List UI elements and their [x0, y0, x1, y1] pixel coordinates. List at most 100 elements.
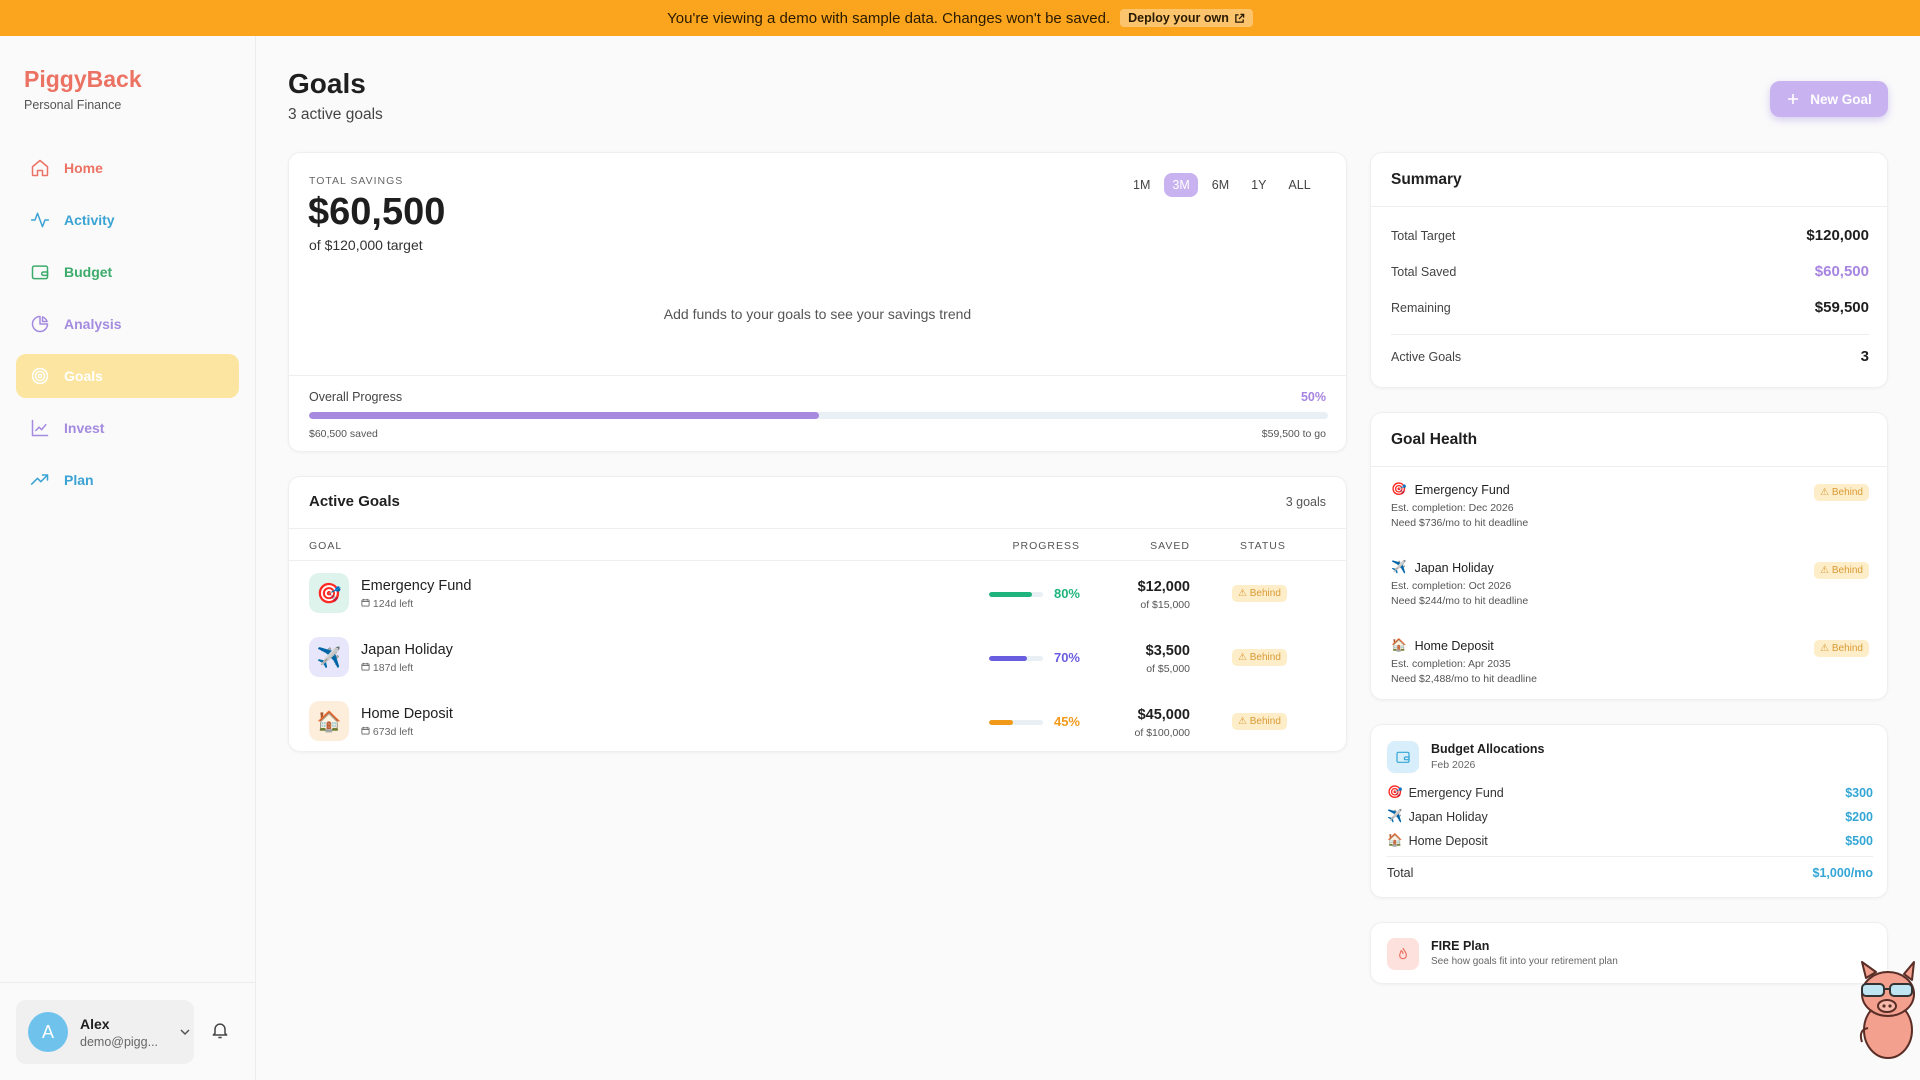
fire-plan-card[interactable]: FIRE Plan See how goals fit into your re…	[1370, 922, 1888, 984]
allocation-value: $300	[1845, 785, 1873, 800]
allocation-value: $200	[1845, 809, 1873, 824]
external-link-icon	[1235, 13, 1245, 23]
overall-progress: Overall Progress 50% $60,500 saved $59,5…	[289, 375, 1346, 453]
deploy-button[interactable]: Deploy your own	[1120, 9, 1253, 27]
health-need: Need $2,488/mo to hit deadline	[1391, 673, 1537, 685]
goal-health-card: Goal Health 🎯 Emergency Fund Est. complet…	[1370, 412, 1888, 700]
allocation-name: Emergency Fund	[1408, 785, 1504, 800]
goal-progress-fill	[989, 592, 1033, 597]
new-goal-button[interactable]: New Goal	[1770, 81, 1888, 117]
nav-item-plan[interactable]: Plan	[16, 458, 239, 502]
goal-target: of $15,000	[1140, 599, 1190, 611]
nav-item-goals[interactable]: Goals	[16, 354, 239, 398]
allocations-title: Budget Allocations	[1431, 742, 1545, 756]
user-info: Alex demo@pigg...	[80, 1016, 166, 1049]
overall-progress-fill	[309, 412, 819, 419]
overall-to-go-text: $59,500 to go	[1261, 428, 1326, 440]
summary-row-total-saved: Total Saved $60,500	[1391, 263, 1869, 280]
goal-name: Home Deposit	[361, 706, 453, 722]
demo-banner: You're viewing a demo with sample data. …	[0, 0, 1920, 36]
allocation-name: Home Deposit	[1408, 833, 1488, 848]
chevron-down-icon	[180, 1029, 190, 1036]
status-badge: ⚠ Behind	[1814, 640, 1869, 657]
target-icon	[31, 367, 49, 385]
health-need: Need $244/mo to hit deadline	[1391, 595, 1529, 607]
status-badge-text: Behind	[1249, 716, 1281, 727]
health-completion: Est. completion: Dec 2026	[1391, 502, 1514, 514]
nav-item-budget[interactable]: Budget	[16, 250, 239, 294]
range-6m[interactable]: 6M	[1211, 178, 1230, 192]
brand-name: PiggyBack	[24, 66, 142, 92]
summary-divider	[1391, 334, 1869, 335]
allocation-name: Japan Holiday	[1408, 809, 1488, 824]
goal-progress-percent: 70%	[1053, 650, 1080, 665]
table-row[interactable]: 🏠 Home Deposit 673d left 45% $45,000 of …	[289, 689, 1346, 753]
brand[interactable]: PiggyBack Personal Finance	[24, 66, 142, 112]
range-3m[interactable]: 3M	[1164, 173, 1198, 197]
header-status: STATUS	[1240, 540, 1286, 552]
allocation-row: ✈️ Japan Holiday $200	[1387, 809, 1873, 824]
allocations-divider	[1387, 856, 1873, 857]
health-goal-name: Home Deposit	[1414, 638, 1494, 653]
user-menu[interactable]: A Alex demo@pigg...	[16, 1000, 194, 1064]
summary-row-active-goals: Active Goals 3	[1391, 348, 1869, 365]
summary-value: $120,000	[1806, 227, 1869, 244]
health-goal-name: Emergency Fund	[1414, 482, 1510, 497]
health-item[interactable]: 🏠 Home Deposit Est. completion: Apr 2035 …	[1391, 638, 1869, 685]
bell-icon[interactable]	[210, 1020, 230, 1040]
flame-icon	[1387, 938, 1419, 970]
nav-item-home[interactable]: Home	[16, 146, 239, 190]
overall-progress-percent: 50%	[1300, 390, 1326, 404]
goal-days-left-text: 673d left	[372, 726, 414, 738]
summary-card: Summary Total Target $120,000 Total Save…	[1370, 152, 1888, 388]
user-name: Alex	[80, 1015, 110, 1032]
status-badge: ⚠ Behind	[1814, 484, 1869, 501]
range-all[interactable]: ALL	[1288, 178, 1311, 192]
calendar-icon	[361, 598, 370, 607]
table-row[interactable]: ✈️ Japan Holiday 187d left 70% $3,500 of…	[289, 625, 1346, 689]
allocation-value: $500	[1845, 833, 1873, 848]
table-row[interactable]: 🎯 Emergency Fund 124d left 80% $12,000 o…	[289, 561, 1346, 625]
pig-mascot-icon[interactable]	[1854, 958, 1916, 1060]
goal-days-left-text: 124d left	[372, 598, 414, 610]
goal-progress-bar	[989, 592, 1043, 597]
health-item[interactable]: ✈️ Japan Holiday Est. completion: Oct 202…	[1391, 560, 1869, 607]
goal-progress-bar	[989, 656, 1043, 661]
health-goal-name: Japan Holiday	[1414, 560, 1494, 575]
nav-label-home: Home	[64, 160, 103, 176]
page-subtitle: 3 active goals	[288, 106, 383, 123]
sidebar-divider	[0, 982, 256, 983]
brand-subtitle: Personal Finance	[24, 98, 122, 112]
health-item[interactable]: 🎯 Emergency Fund Est. completion: Dec 202…	[1391, 482, 1869, 529]
budget-allocations-card[interactable]: Budget Allocations Feb 2026 🎯 Emergency …	[1370, 724, 1888, 898]
active-goals-count: 3 goals	[1285, 495, 1326, 509]
home-icon	[31, 159, 49, 177]
nav-item-invest[interactable]: Invest	[16, 406, 239, 450]
goal-health-title: Goal Health	[1391, 431, 1478, 448]
health-completion: Est. completion: Oct 2026	[1391, 580, 1512, 592]
nav-label-plan: Plan	[64, 472, 94, 488]
status-badge: ⚠ Behind	[1814, 562, 1869, 579]
summary-row-total-target: Total Target $120,000	[1391, 227, 1869, 244]
summary-label: Active Goals	[1391, 350, 1462, 364]
goal-emoji-icon: 🏠	[309, 701, 349, 741]
nav-item-analysis[interactable]: Analysis	[16, 302, 239, 346]
goal-target: of $100,000	[1134, 727, 1190, 739]
status-badge: ⚠ Behind	[1232, 713, 1287, 730]
goal-progress-bar	[989, 720, 1043, 725]
nav-item-activity[interactable]: Activity	[16, 198, 239, 242]
nav-label-goals: Goals	[64, 368, 103, 384]
goal-emoji-icon: 🎯	[1391, 482, 1407, 496]
goal-progress-percent: 45%	[1053, 714, 1080, 729]
main-nav: Home Activity Budget Analysis Goals Inve…	[16, 146, 239, 510]
calendar-icon	[361, 726, 370, 735]
page-title: Goals	[288, 68, 366, 99]
goal-emoji-icon: 🎯	[309, 573, 349, 613]
line-chart-icon	[31, 419, 49, 437]
range-1y[interactable]: 1Y	[1251, 178, 1267, 192]
status-badge-text: Behind	[1249, 652, 1281, 663]
new-goal-label: New Goal	[1810, 91, 1872, 107]
overall-saved-text: $60,500 saved	[309, 428, 378, 440]
range-1m[interactable]: 1M	[1133, 178, 1151, 192]
goal-days-left: 673d left	[361, 726, 413, 738]
